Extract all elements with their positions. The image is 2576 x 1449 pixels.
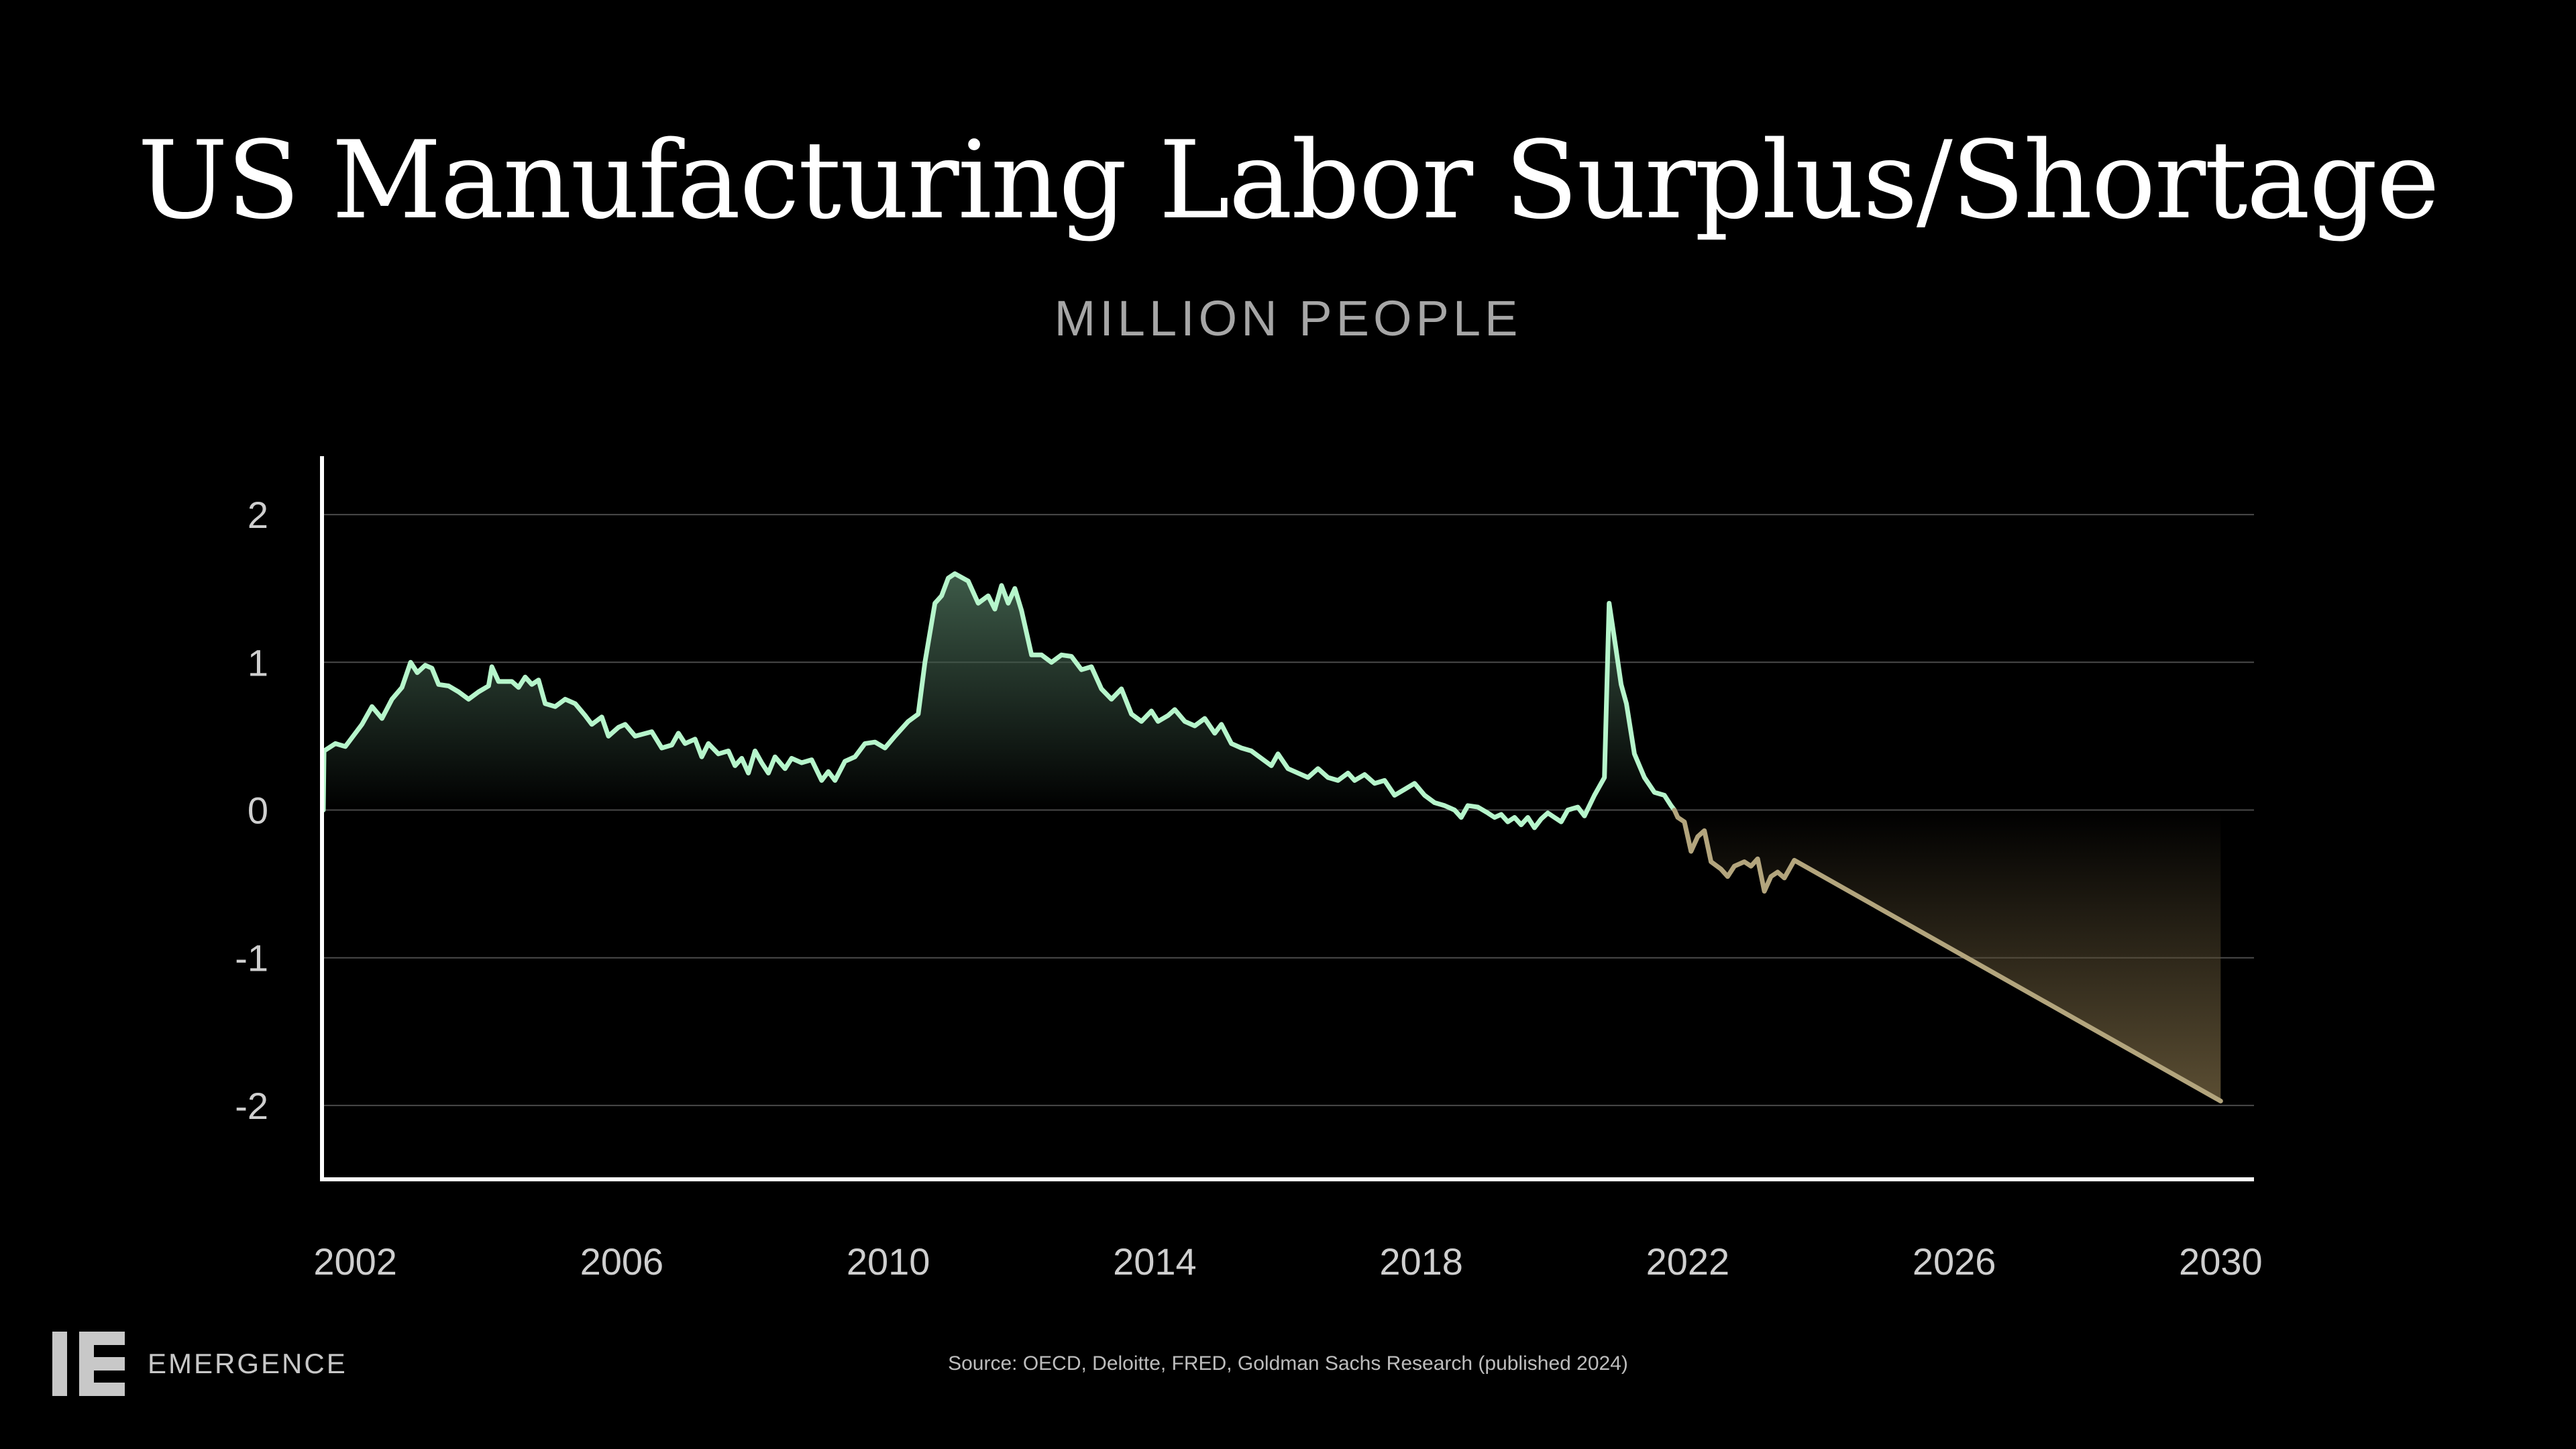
x-tick-label: 2010 bbox=[847, 1240, 930, 1283]
historical-area bbox=[323, 574, 1674, 828]
x-tick-label: 2026 bbox=[1913, 1240, 1996, 1283]
emergence-logo-icon bbox=[52, 1332, 125, 1396]
projected-area bbox=[1674, 810, 2221, 1102]
chart-title: US Manufacturing Labor Surplus/Shortage bbox=[138, 117, 2440, 243]
y-tick-label: 2 bbox=[248, 494, 268, 536]
source-note: Source: OECD, Deloitte, FRED, Goldman Sa… bbox=[948, 1352, 1628, 1375]
x-tick-label: 2002 bbox=[313, 1240, 397, 1283]
x-tick-label: 2006 bbox=[580, 1240, 664, 1283]
y-tick-label: 1 bbox=[248, 641, 268, 684]
historical-series-line bbox=[321, 571, 1677, 830]
x-tick-label: 2014 bbox=[1113, 1240, 1197, 1283]
x-tick-label: 2022 bbox=[1646, 1240, 1730, 1283]
x-tick-label: 2030 bbox=[2179, 1240, 2263, 1283]
brand: EMERGENCE bbox=[52, 1332, 347, 1396]
brand-name: EMERGENCE bbox=[148, 1348, 347, 1379]
y-tick-label: -1 bbox=[235, 937, 268, 979]
y-tick-label: -2 bbox=[235, 1085, 268, 1127]
chart-subtitle: MILLION PEOPLE bbox=[1054, 290, 1522, 346]
projected-series-line bbox=[1672, 808, 2223, 1104]
x-tick-label: 2018 bbox=[1379, 1240, 1463, 1283]
y-tick-label: 0 bbox=[248, 789, 268, 831]
